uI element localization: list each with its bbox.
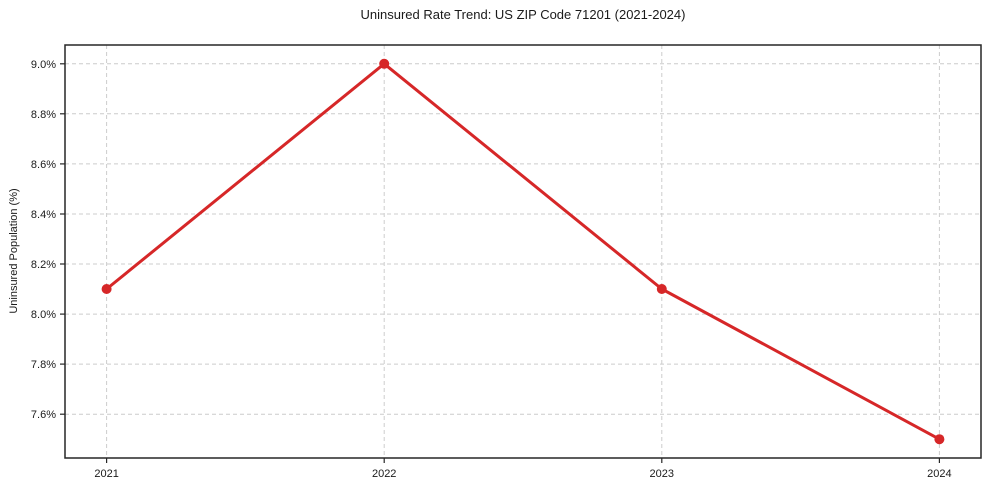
data-point [934, 434, 945, 445]
x-tick-label: 2024 [927, 468, 951, 480]
data-point [379, 58, 390, 69]
plot-border [64, 44, 982, 459]
data-point [101, 284, 112, 294]
x-tick-label: 2023 [650, 468, 674, 480]
y-tick-label: 8.4% [31, 209, 56, 221]
y-tick-label: 8.8% [31, 109, 56, 121]
y-tick-label: 8.0% [31, 309, 56, 321]
y-tick-label: 7.6% [31, 409, 56, 421]
trend-line [105, 62, 941, 441]
data-point [656, 284, 667, 294]
x-tick-label: 2022 [372, 468, 396, 480]
y-tick-label: 8.2% [31, 259, 56, 271]
chart-title: Uninsured Rate Trend: US ZIP Code 71201 … [360, 7, 686, 22]
y-tick-label: 8.6% [31, 159, 56, 171]
y-tick-label: 7.8% [31, 359, 56, 371]
x-tick-label: 2021 [94, 468, 118, 480]
y-tick-label: 9.0% [31, 59, 56, 71]
